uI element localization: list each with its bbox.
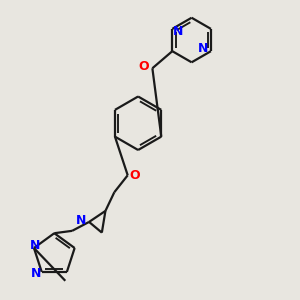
Text: N: N [172,26,183,38]
Text: O: O [130,169,140,182]
Text: N: N [30,238,40,251]
Text: N: N [76,214,86,227]
Text: N: N [198,42,209,55]
Text: N: N [31,267,41,280]
Text: O: O [139,60,149,73]
